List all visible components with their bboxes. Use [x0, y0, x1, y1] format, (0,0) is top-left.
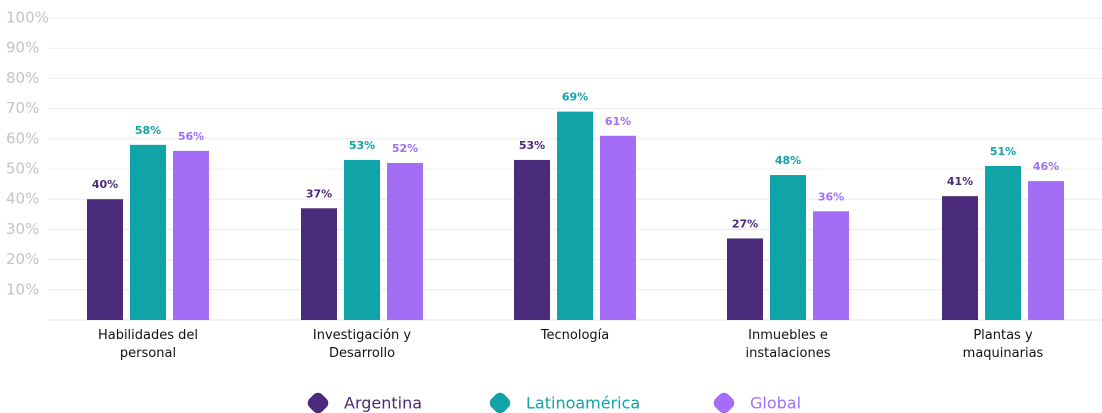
data-label: 36% — [818, 190, 844, 203]
x-tick-label: Inmuebles e instalaciones — [745, 328, 831, 361]
data-label: 58% — [135, 124, 161, 137]
y-tick-label: 20% — [6, 250, 39, 268]
y-tick-label: 40% — [6, 190, 39, 208]
data-label: 27% — [732, 217, 758, 230]
bar — [557, 111, 593, 321]
data-label: 56% — [178, 130, 204, 143]
data-label: 52% — [392, 142, 418, 155]
data-label: 40% — [92, 178, 118, 191]
data-label: 51% — [990, 145, 1016, 158]
y-tick-label: 30% — [6, 220, 39, 238]
x-tick-label: Habilidades del personal — [97, 328, 199, 361]
y-tick-label: 80% — [6, 69, 39, 87]
bar — [1028, 181, 1064, 320]
bar — [985, 165, 1021, 320]
legend-marker — [307, 392, 329, 413]
y-tick-label: 90% — [6, 39, 39, 57]
bar — [344, 159, 380, 320]
data-label: 53% — [519, 139, 545, 152]
legend-label: Latinoamérica — [526, 394, 640, 413]
data-label: 48% — [775, 154, 801, 167]
bar — [942, 196, 978, 320]
legend-marker — [713, 392, 735, 413]
bar — [600, 135, 636, 320]
bar — [387, 162, 423, 320]
data-label: 41% — [947, 175, 973, 188]
y-tick-label: 70% — [6, 99, 39, 117]
bar — [813, 211, 849, 320]
y-tick-label: 50% — [6, 160, 39, 178]
bar — [727, 238, 763, 320]
y-tick-label: 10% — [6, 280, 39, 298]
bar — [770, 175, 806, 320]
y-tick-label: 60% — [6, 129, 39, 147]
data-label: 46% — [1033, 160, 1059, 173]
data-label: 53% — [349, 139, 375, 152]
data-label: 69% — [562, 91, 588, 104]
data-label: 37% — [306, 187, 332, 200]
bar — [173, 150, 209, 320]
legend-marker — [489, 392, 511, 413]
x-tick-label: Plantas y maquinarias — [962, 328, 1044, 361]
y-tick-label: 100% — [6, 9, 49, 27]
data-label: 61% — [605, 115, 631, 128]
legend-label: Global — [750, 394, 801, 413]
bar — [514, 159, 550, 320]
bar — [301, 208, 337, 320]
bar — [130, 144, 166, 320]
x-tick-label: Investigación y Desarrollo — [312, 328, 412, 361]
bar — [87, 199, 123, 320]
x-tick-label: Tecnología — [540, 328, 610, 343]
legend-label: Argentina — [344, 394, 422, 413]
